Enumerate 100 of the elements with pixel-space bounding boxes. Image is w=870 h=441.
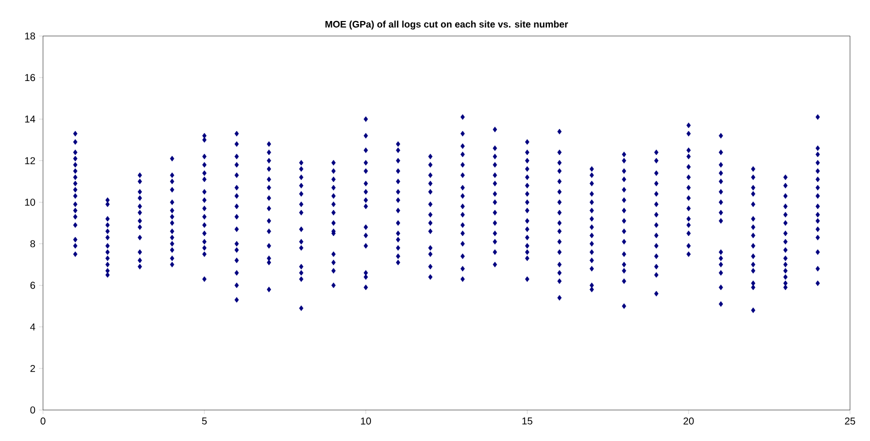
point: [816, 152, 820, 158]
point: [460, 266, 465, 272]
point: [396, 168, 400, 174]
point: [234, 193, 239, 199]
point: [396, 230, 400, 236]
point: [331, 268, 336, 274]
point: [751, 284, 756, 290]
point: [105, 234, 110, 240]
point: [718, 284, 724, 290]
point: [783, 174, 788, 180]
point: [816, 218, 820, 224]
point: [331, 251, 336, 257]
x-tick-label: 20: [684, 418, 694, 425]
point: [686, 195, 691, 201]
point: [73, 168, 78, 174]
point: [686, 222, 691, 228]
point: [170, 186, 174, 193]
point: [170, 256, 174, 262]
point: [557, 189, 562, 195]
point: [460, 193, 465, 199]
point: [105, 202, 110, 208]
point: [299, 305, 304, 311]
point: [460, 276, 465, 282]
point: [525, 234, 530, 240]
point: [73, 139, 78, 145]
point: [234, 162, 239, 168]
point: [816, 114, 820, 120]
point: [525, 139, 530, 145]
point: [492, 162, 498, 168]
point: [590, 224, 594, 230]
point: [202, 154, 207, 160]
x-tick-label: 5: [202, 418, 207, 424]
point: [73, 208, 78, 214]
point: [73, 202, 78, 208]
point: [428, 189, 433, 195]
point: [234, 258, 239, 264]
point: [492, 238, 498, 244]
point: [751, 166, 756, 172]
point: [299, 182, 304, 188]
point: [73, 193, 78, 199]
point: [557, 228, 562, 234]
point: [492, 230, 498, 236]
point: [138, 178, 142, 184]
point: [364, 197, 368, 203]
point: [364, 180, 368, 186]
point: [557, 278, 562, 284]
point: [718, 249, 724, 255]
point: [557, 238, 562, 244]
point: [299, 270, 304, 276]
point: [364, 189, 368, 195]
point: [331, 176, 336, 182]
point: [783, 247, 788, 253]
point: [202, 214, 207, 220]
point: [686, 243, 691, 249]
point: [557, 199, 562, 206]
point: [525, 158, 530, 164]
point: [331, 184, 336, 190]
point: [590, 180, 594, 186]
point: [299, 276, 304, 282]
point: [138, 204, 142, 210]
point: [202, 206, 207, 212]
point: [202, 189, 207, 195]
point: [686, 122, 691, 128]
point: [557, 128, 562, 134]
point: [266, 286, 272, 292]
point: [686, 230, 691, 236]
y-tick-label: 0: [30, 406, 36, 414]
point: [73, 130, 78, 136]
point: [622, 218, 626, 224]
chart-title: MOE (GPa) of all logs cut on each site vs. site number: [325, 20, 568, 30]
point: [622, 228, 626, 234]
point: [492, 199, 498, 206]
point: [170, 220, 174, 226]
point: [170, 199, 174, 206]
point: [686, 216, 691, 222]
point: [654, 290, 658, 296]
point: [590, 258, 594, 264]
point: [492, 191, 498, 197]
point: [299, 238, 304, 244]
point: [622, 238, 626, 244]
point: [654, 232, 658, 238]
point: [364, 284, 368, 290]
point: [202, 251, 207, 257]
point: [557, 178, 562, 184]
y-tick-label: 18: [25, 32, 36, 40]
point: [590, 166, 594, 172]
point: [170, 247, 174, 253]
point: [460, 130, 465, 136]
point: [557, 262, 562, 268]
x-tick-label: 10: [361, 418, 371, 425]
point: [783, 220, 788, 226]
point: [364, 232, 368, 238]
point: [170, 172, 174, 178]
point: [686, 174, 691, 180]
point: [396, 253, 400, 260]
point: [654, 158, 658, 164]
point: [654, 212, 658, 218]
point: [718, 301, 724, 307]
point: [783, 204, 788, 210]
point: [622, 208, 626, 214]
